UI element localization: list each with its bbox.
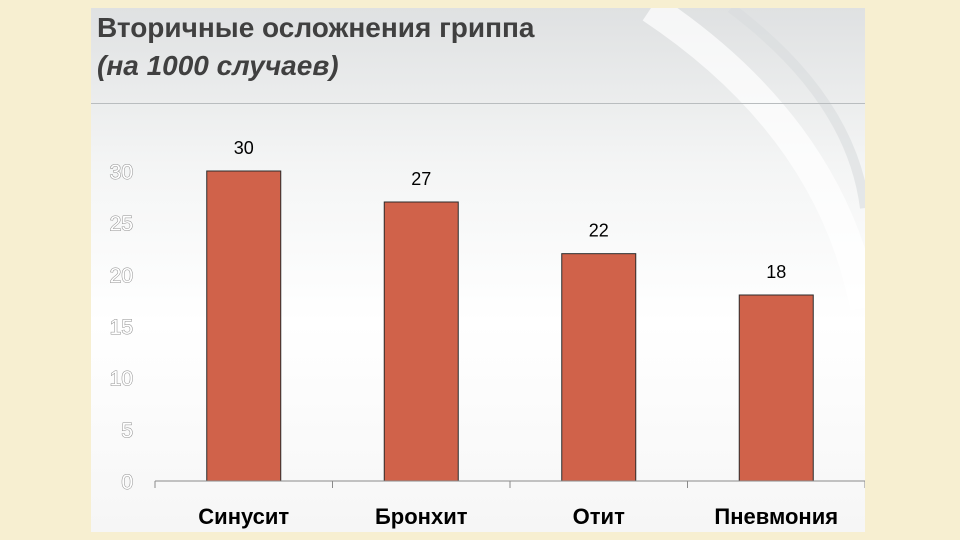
bar [383, 201, 459, 482]
bar [561, 253, 637, 482]
x-axis: Синусит Бронхит Отит Пневмония [154, 480, 865, 529]
data-label: 27 [411, 169, 431, 189]
data-labels: 30 27 22 18 [234, 138, 787, 282]
x-tick-label: Синусит [198, 504, 289, 529]
data-label: 22 [589, 221, 609, 241]
x-tick-label: Бронхит [375, 504, 468, 529]
x-tick-label: Пневмония [714, 504, 838, 529]
y-tick-label: 25 [110, 213, 133, 236]
chart-subtitle: (на 1000 случаев) [97, 50, 339, 81]
title-area: Вторичные осложнения гриппа (на 1000 слу… [91, 8, 865, 104]
bar-chart: 0 5 10 15 20 25 30 30 27 22 18 Синусит Бронхит Отит… [109, 138, 865, 529]
bars [206, 170, 814, 482]
chart-title: Вторичные осложнения гриппа [97, 12, 535, 43]
y-tick-label: 30 [110, 161, 133, 184]
y-axis: 0 5 10 15 20 25 30 [109, 161, 133, 495]
bar [738, 294, 814, 482]
data-label: 30 [234, 138, 254, 158]
data-label: 18 [766, 262, 786, 282]
y-tick-label: 15 [110, 316, 133, 339]
bar [206, 170, 282, 482]
x-tick-label: Отит [573, 504, 625, 529]
slide: Вторичные осложнения гриппа (на 1000 слу… [91, 8, 865, 532]
y-tick-label: 20 [110, 264, 133, 287]
y-tick-label: 5 [121, 419, 133, 442]
y-tick-label: 0 [121, 471, 133, 494]
y-tick-label: 10 [110, 368, 133, 391]
